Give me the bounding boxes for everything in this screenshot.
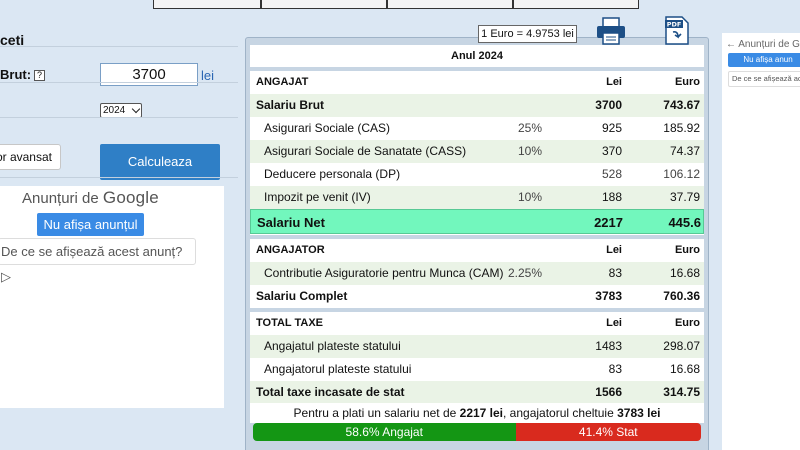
calculator-form: ceti Brut:? lei 2024 or avansat Calculea… <box>0 10 238 450</box>
why-ad-link[interactable]: De ce se afișează acest anunț? ▷ <box>0 238 196 284</box>
ad-header: ← Anunțuri de G <box>726 39 800 50</box>
ad-header: Anunțuri de Google <box>22 188 159 207</box>
divider <box>0 177 238 178</box>
section-header: ANGAJAT Lei Euro <box>256 76 700 88</box>
divider <box>0 82 238 83</box>
chevron-down-icon <box>131 104 141 114</box>
brut-label: Brut:? <box>0 67 46 82</box>
stat-share-bar: 41.4% Stat <box>515 423 701 441</box>
table-row: Angajatul plateste statului 1483 298.07 <box>250 335 704 358</box>
angajat-section: ANGAJAT Lei Euro Salariu Brut 3700 743.6… <box>250 71 704 235</box>
printer-icon[interactable] <box>596 17 626 45</box>
table-row: Asigurari Sociale de Sanatate (CASS) 10%… <box>250 140 704 163</box>
pdf-icon[interactable]: PDF <box>664 16 690 45</box>
table-row: Salariu Brut 3700 743.67 <box>250 94 704 117</box>
help-icon[interactable]: ? <box>34 70 46 81</box>
brut-salary-input[interactable] <box>100 63 198 86</box>
top-tab-3[interactable] <box>261 0 387 9</box>
table-row: Total taxe incasate de stat 1566 314.75 <box>250 381 704 404</box>
why-ad-link[interactable]: De ce se afișează ac <box>728 71 800 87</box>
total-taxe-section: TOTAL TAXE Lei Euro Angajatul plateste s… <box>250 312 704 404</box>
google-ad-left: Anunțuri de Google Nu afișa anunțul De c… <box>0 186 224 408</box>
divider <box>0 46 238 47</box>
net-salary-row: Salariu Net 2217 445.6 <box>250 209 704 234</box>
advanced-button[interactable]: or avansat <box>0 144 61 170</box>
table-row: Salariu Complet 3783 760.36 <box>256 289 700 303</box>
divider <box>0 117 238 118</box>
svg-text:PDF: PDF <box>667 21 682 29</box>
top-tab-5[interactable] <box>513 0 639 9</box>
angajator-section: ANGAJATOR Lei Euro Contributie Asigurato… <box>250 239 704 308</box>
summary-text: Pentru a plati un salariu net de 2217 le… <box>250 403 704 423</box>
table-row: Angajatorul plateste statului 83 16.68 <box>264 362 700 376</box>
table-row: Impozit pe venit (IV) 10% 188 37.79 <box>250 186 704 209</box>
google-ad-right: ← Anunțuri de G Nu afișa anun De ce se a… <box>722 33 800 450</box>
section-header: ANGAJATOR Lei Euro <box>256 244 700 256</box>
hide-ad-button[interactable]: Nu afișa anunțul <box>37 213 144 236</box>
currency-unit: lei <box>201 68 215 83</box>
hide-ad-button[interactable]: Nu afișa anun <box>728 53 800 67</box>
section-header: TOTAL TAXE Lei Euro <box>256 317 700 329</box>
table-row: Deducere personala (DP) 528 106.12 <box>264 167 700 181</box>
euro-rate-badge: 1 Euro = 4.9753 lei <box>478 25 577 43</box>
top-tab-active[interactable] <box>0 0 153 9</box>
angajat-share-bar: 58.6% Angajat <box>253 423 516 441</box>
year-select[interactable]: 2024 <box>100 103 142 118</box>
top-tab-4[interactable] <box>387 0 513 9</box>
top-tab-2[interactable] <box>153 0 261 9</box>
back-arrow-icon[interactable]: ← <box>726 39 736 50</box>
year-title: Anul 2024 <box>250 45 704 67</box>
form-title: ceti <box>0 32 25 48</box>
top-tab-strip <box>0 0 800 10</box>
table-row: Asigurari Sociale (CAS) 25% 925 185.92 <box>264 121 700 135</box>
split-bar: 58.6% Angajat 41.4% Stat <box>253 423 701 441</box>
table-row: Contributie Asiguratorie pentru Munca (C… <box>250 262 704 285</box>
calculate-button[interactable]: Calculeaza <box>100 144 220 180</box>
